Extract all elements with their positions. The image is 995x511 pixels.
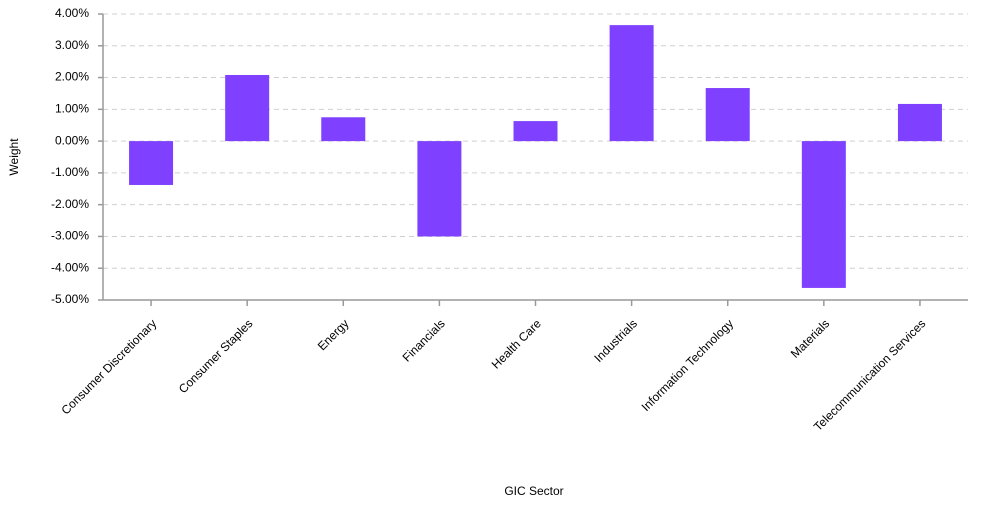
y-tick-label: -5.00% [51,292,89,306]
y-tick-label: -2.00% [51,197,89,211]
y-tick-label: -3.00% [51,229,89,243]
y-axis-title: Weight [7,138,21,176]
y-tick-label: 2.00% [55,70,89,84]
y-tick-label: 4.00% [55,6,89,20]
y-tick-label: 1.00% [55,102,89,116]
y-tick-label: 0.00% [55,133,89,147]
bar [225,75,270,142]
x-tick-label: Energy [315,316,352,353]
x-tick-label: Industrials [591,316,640,365]
x-tick-label: Information Technology [639,316,736,413]
bar [897,103,942,142]
y-tick-label: -4.00% [51,260,89,274]
bar [513,121,558,142]
x-tick-label: Consumer Staples [176,316,256,396]
bar [129,141,174,185]
bar [609,25,654,142]
y-tick-label: 3.00% [55,38,89,52]
x-tick-label: Materials [788,316,832,360]
bar [705,88,750,142]
bar [801,141,846,288]
bar [417,141,462,237]
x-axis-title: GIC Sector [504,484,563,498]
x-tick-label: Financials [400,316,448,364]
x-tick-label: Telecommunication Services [811,316,928,433]
x-tick-label: Consumer Discretionary [59,316,160,417]
x-tick-label: Health Care [489,316,544,371]
y-tick-label: -1.00% [51,165,89,179]
bar [321,117,366,142]
